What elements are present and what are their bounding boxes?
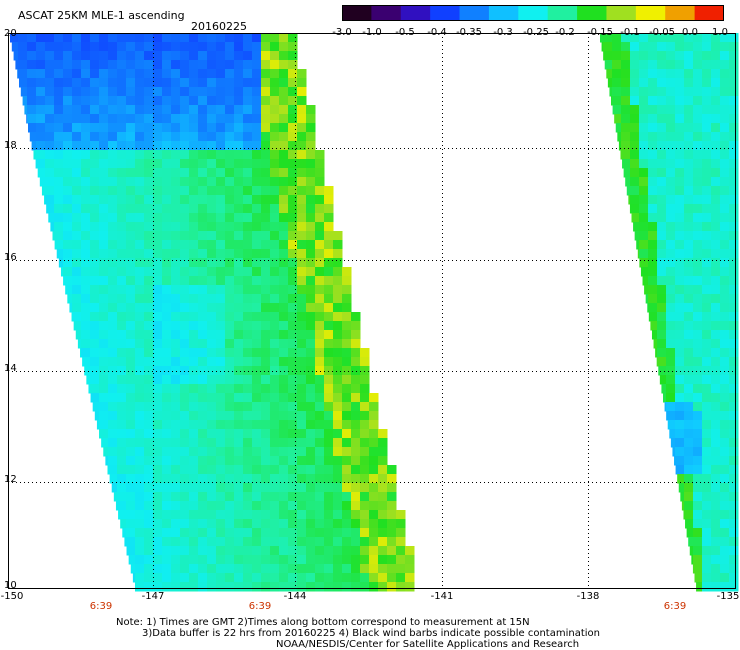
colorbar-swatch bbox=[342, 5, 372, 21]
gridlines bbox=[8, 33, 735, 588]
colorbar-label: -0.15 bbox=[587, 27, 613, 38]
swath-cells bbox=[10, 33, 739, 592]
colorbar-swatch bbox=[665, 5, 696, 21]
colorbar-label: -0.3 bbox=[493, 27, 513, 38]
x-tick-150: -150 bbox=[0, 591, 24, 602]
colorbar-label: 0.0 bbox=[682, 27, 698, 38]
colorbar-swatch bbox=[518, 5, 549, 21]
colorbar bbox=[342, 5, 724, 21]
note-line-2: 3)Data buffer is 22 hrs from 20160225 4)… bbox=[142, 628, 600, 639]
time-label-3: 6:39 bbox=[663, 601, 687, 612]
colorbar-label: 1.0 bbox=[712, 27, 728, 38]
colorbar-swatch bbox=[577, 5, 608, 21]
colorbar-swatch bbox=[606, 5, 637, 21]
y-tick-10: 10 bbox=[4, 580, 17, 591]
colorbar-label: -0.4 bbox=[427, 27, 447, 38]
time-label-1: 6:39 bbox=[89, 601, 113, 612]
colorbar-swatch bbox=[635, 5, 666, 21]
colorbar-swatch bbox=[547, 5, 578, 21]
colorbar-swatch bbox=[430, 5, 461, 21]
colorbar-swatch bbox=[459, 5, 490, 21]
colorbar-label: -0.35 bbox=[456, 27, 482, 38]
colorbar-label: -0.2 bbox=[555, 27, 575, 38]
colorbar-swatch bbox=[488, 5, 519, 21]
colorbar-swatch bbox=[694, 5, 724, 21]
colorbar-label: -1.0 bbox=[362, 27, 382, 38]
plot-frame bbox=[8, 33, 736, 589]
map-title: ASCAT 25KM MLE-1 ascending bbox=[18, 9, 185, 22]
colorbar-label: -0.25 bbox=[523, 27, 549, 38]
note-line-1: Note: 1) Times are GMT 2)Times along bot… bbox=[116, 617, 530, 628]
y-tick-14: 14 bbox=[4, 363, 17, 374]
colorbar-label: -0.1 bbox=[620, 27, 640, 38]
colorbar-label: -3.0 bbox=[332, 27, 352, 38]
note-line-3: NOAA/NESDIS/Center for Satellite Applica… bbox=[276, 639, 580, 650]
x-tick-144: -144 bbox=[283, 591, 307, 602]
colorbar-swatch bbox=[400, 5, 431, 21]
y-tick-18: 18 bbox=[4, 140, 17, 151]
y-tick-12: 12 bbox=[4, 474, 17, 485]
x-tick-135: -135 bbox=[716, 591, 740, 602]
map-date: 20160225 bbox=[191, 20, 247, 33]
x-tick-138: -138 bbox=[576, 591, 600, 602]
colorbar-label: -0.05 bbox=[649, 27, 675, 38]
y-tick-20: 20 bbox=[4, 28, 17, 39]
x-tick-141: -141 bbox=[430, 591, 454, 602]
colorbar-swatch bbox=[371, 5, 402, 21]
colorbar-label: -0.5 bbox=[395, 27, 415, 38]
y-tick-16: 16 bbox=[4, 252, 17, 263]
x-tick-147: -147 bbox=[141, 591, 165, 602]
time-label-2: 6:39 bbox=[248, 601, 272, 612]
